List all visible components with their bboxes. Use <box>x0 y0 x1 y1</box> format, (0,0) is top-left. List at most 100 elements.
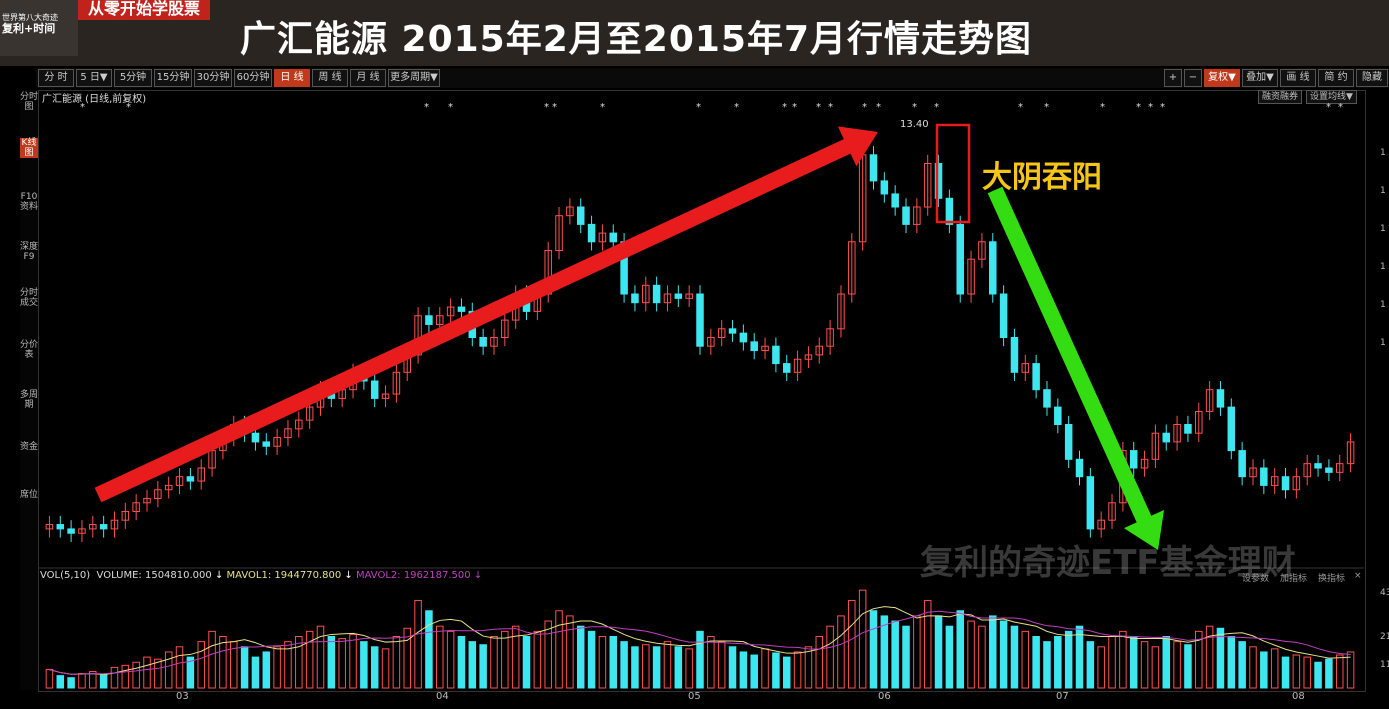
volume-bar <box>826 625 834 689</box>
right-axis-label: 1 <box>1380 262 1386 272</box>
sidebar-item-f10[interactable]: F10资料 <box>20 192 39 212</box>
uptrend-arrow-shape <box>94 126 878 503</box>
volume-bar <box>208 630 216 689</box>
volume-bar <box>674 646 683 689</box>
volume-bar <box>967 620 975 689</box>
sidebar-item-intraday[interactable]: 分时图 <box>20 92 39 112</box>
vol-change-indicator-button[interactable]: 换指标 <box>1318 574 1346 584</box>
period-tab-60min[interactable]: 60分钟 <box>234 69 272 87</box>
candle-body <box>1108 502 1116 521</box>
volume-bar <box>468 641 477 689</box>
volume-bar <box>1108 636 1116 689</box>
volume-bar <box>902 625 910 689</box>
period-tab-fenshi[interactable]: 分 时 <box>38 69 74 87</box>
x-tick-label: 03 <box>176 691 189 702</box>
x-tick-label: 04 <box>436 691 449 702</box>
volume-bar <box>1303 656 1311 689</box>
vol-close-button[interactable]: × <box>1354 571 1362 581</box>
volume-bar <box>1054 636 1062 689</box>
candle-body <box>1216 389 1225 408</box>
volume-bar <box>154 658 162 689</box>
margin-trading-button[interactable]: 融资融券 <box>1258 90 1303 104</box>
period-tab-daily[interactable]: 日 线 <box>274 69 310 87</box>
watermark: 复利的奇迹ETF基金理财 <box>920 543 1296 583</box>
candle-body <box>956 223 964 295</box>
x-tick-label: 06 <box>878 691 891 702</box>
downtrend-arrow-shape <box>987 186 1165 550</box>
right-axis-label: 1 <box>1380 148 1386 158</box>
candle-body <box>414 315 422 356</box>
sidebar-item-price-table[interactable]: 分价表 <box>20 340 39 360</box>
volume-bar <box>251 656 260 689</box>
sidebar-item-depth[interactable]: 深度F9 <box>20 242 39 262</box>
stock-title: 广汇能源 (日线,前复权) <box>42 94 147 105</box>
candle-body <box>999 293 1008 338</box>
vol-mavol2: MAVOL2: 1962187.500 <box>355 570 471 581</box>
sidebar-item-funds[interactable]: 资金 <box>20 442 39 452</box>
volume-bar <box>815 636 824 689</box>
volume-bar <box>804 646 813 689</box>
logo-text: 世界第八大奇迹 复利+时间 <box>2 12 76 35</box>
volume-bar <box>934 615 943 689</box>
volume-bar <box>913 615 921 689</box>
period-toolbar: 分 时 5 日▼ 5分钟 15分钟 30分钟 60分钟 日 线 周 线 月 线 … <box>36 68 1389 88</box>
zoom-in-button[interactable]: + <box>1164 69 1182 87</box>
candle-body <box>555 215 563 251</box>
event-marker: * <box>734 102 739 113</box>
volume-bar <box>1151 646 1160 689</box>
volume-bar <box>923 599 932 689</box>
sidebar-item-seats[interactable]: 席位 <box>20 490 39 500</box>
candle-body <box>67 528 75 534</box>
hide-button[interactable]: 隐藏 <box>1356 69 1388 87</box>
volume-bar <box>848 599 856 689</box>
period-tab-monthly[interactable]: 月 线 <box>350 69 386 87</box>
sidebar-item-trades[interactable]: 分时成交 <box>20 288 39 308</box>
period-tab-weekly[interactable]: 周 线 <box>312 69 348 87</box>
vol-add-indicator-button[interactable]: 加指标 <box>1280 574 1308 584</box>
overlay-button[interactable]: 叠加▼ <box>1242 69 1278 87</box>
volume-bar <box>121 664 130 689</box>
candle-body <box>587 223 596 243</box>
candle-body <box>1314 463 1322 469</box>
page-title: 广汇能源 2015年2月至2015年7月行情走势图 <box>240 19 1033 60</box>
volume-bar <box>327 636 336 689</box>
volume-bar <box>858 589 867 689</box>
candle-body <box>175 476 184 486</box>
volume-bar <box>891 620 899 689</box>
candle-body <box>490 337 498 347</box>
volume-bar <box>360 641 368 689</box>
volume-bar <box>1314 661 1322 689</box>
simple-button[interactable]: 简 约 <box>1318 69 1354 87</box>
volume-bar <box>501 630 509 689</box>
adjust-button[interactable]: 复权▼ <box>1204 69 1240 87</box>
period-tab-15min[interactable]: 15分钟 <box>154 69 192 87</box>
volume-bar <box>1075 625 1084 689</box>
period-tab-30min[interactable]: 30分钟 <box>194 69 232 87</box>
sidebar-item-kline[interactable]: K线图 <box>20 138 38 158</box>
draw-button[interactable]: 画 线 <box>1280 69 1316 87</box>
period-tab-5day[interactable]: 5 日▼ <box>76 69 112 87</box>
zoom-out-button[interactable]: − <box>1184 69 1202 87</box>
period-tab-5min[interactable]: 5分钟 <box>114 69 152 87</box>
vol-param-button[interactable]: 设参数 <box>1242 574 1270 584</box>
volume-bar <box>620 641 628 689</box>
candle-body <box>837 293 845 330</box>
sidebar-item-multi-period[interactable]: 多周期 <box>20 390 39 410</box>
candle-body <box>479 337 487 347</box>
candle-body <box>1260 467 1268 486</box>
candle-body <box>262 441 271 447</box>
volume-bar <box>1021 630 1030 689</box>
event-marker: * <box>828 102 833 113</box>
volume-bar <box>45 668 54 689</box>
event-marker: * <box>448 102 453 113</box>
volume-bar <box>1205 625 1214 689</box>
candle-body <box>631 293 639 304</box>
candle-body <box>1335 463 1344 473</box>
candle-body <box>110 519 119 530</box>
candle-body <box>1238 450 1246 478</box>
ma-settings-button[interactable]: 设置均线▼ <box>1306 90 1357 104</box>
period-tab-more[interactable]: 更多周期▼ <box>388 69 440 87</box>
volume-bar <box>1064 630 1073 689</box>
candle-body <box>1010 337 1019 373</box>
